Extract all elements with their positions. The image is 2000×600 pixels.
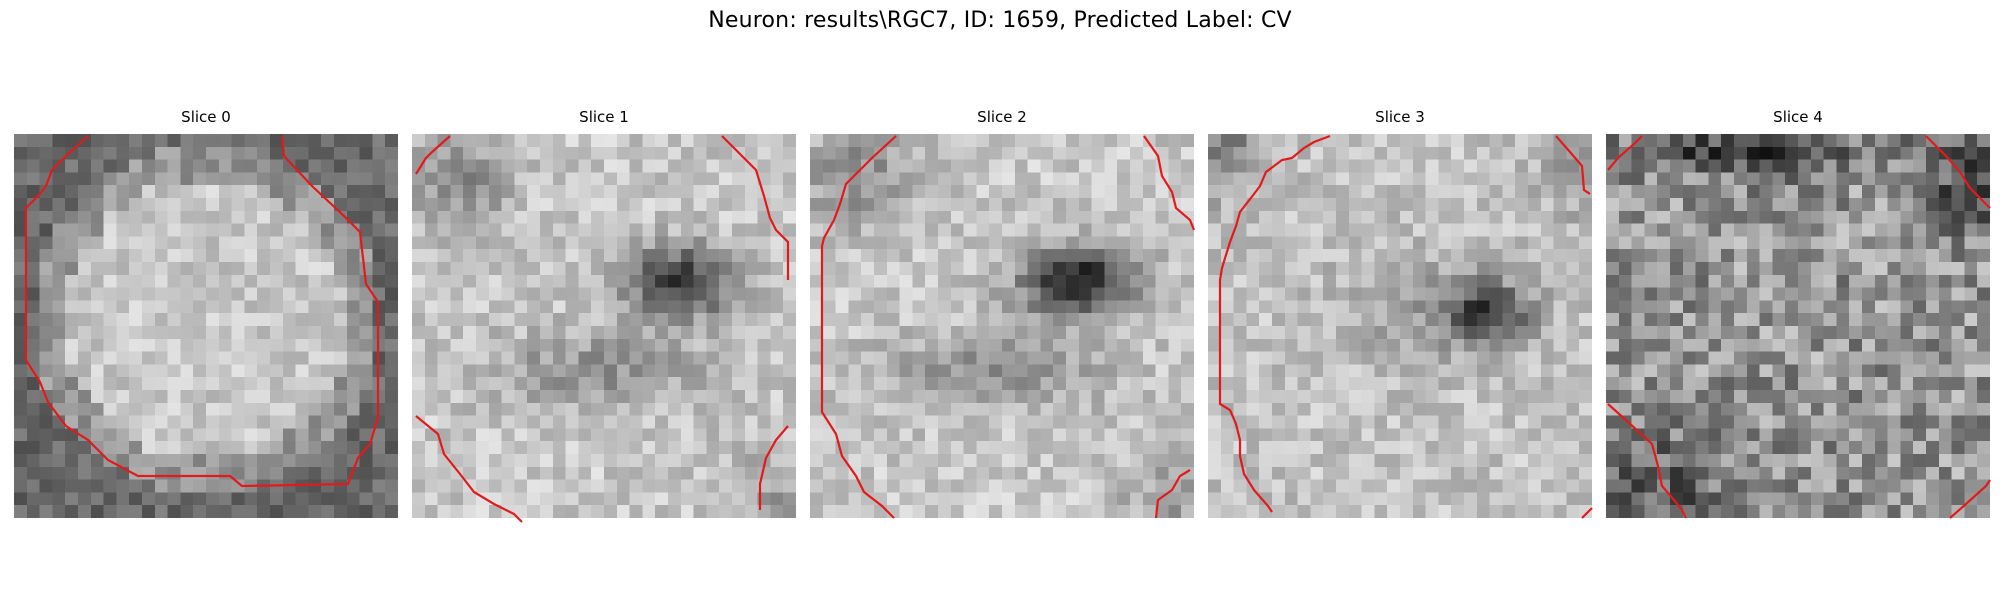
contour-overlay	[415, 135, 790, 523]
contour-line	[1925, 135, 1991, 209]
contour-overlay	[1218, 134, 1593, 519]
slice-image	[14, 134, 398, 518]
contour-line	[1218, 134, 1331, 513]
contour-line	[1143, 135, 1196, 231]
contour-line	[1154, 469, 1191, 519]
contour-line	[24, 135, 380, 488]
slice-title: Slice 0	[181, 108, 231, 126]
slice-image	[1606, 134, 1990, 518]
contour-line	[721, 135, 790, 280]
contour-line	[415, 135, 451, 175]
contour-overlay	[24, 135, 380, 488]
contour-line	[1607, 135, 1643, 171]
slice-title: Slice 3	[1375, 108, 1425, 126]
contour-line	[820, 135, 897, 519]
contour-overlay	[1607, 135, 1991, 519]
slice-title: Slice 2	[977, 108, 1027, 126]
contour-line	[1581, 507, 1593, 519]
contour-line	[1949, 479, 1991, 519]
contour-line	[415, 415, 523, 523]
contour-line	[1555, 135, 1591, 195]
contour-line	[1607, 403, 1687, 519]
contour-overlay	[820, 135, 1196, 519]
slice-image	[1208, 134, 1592, 518]
contour-line	[758, 425, 789, 510]
slice-title: Slice 4	[1773, 108, 1823, 126]
slice-image	[810, 134, 1194, 518]
slice-image	[412, 134, 796, 518]
figure-title: Neuron: results\RGC7, ID: 1659, Predicte…	[708, 8, 1292, 33]
slice-title: Slice 1	[579, 108, 629, 126]
